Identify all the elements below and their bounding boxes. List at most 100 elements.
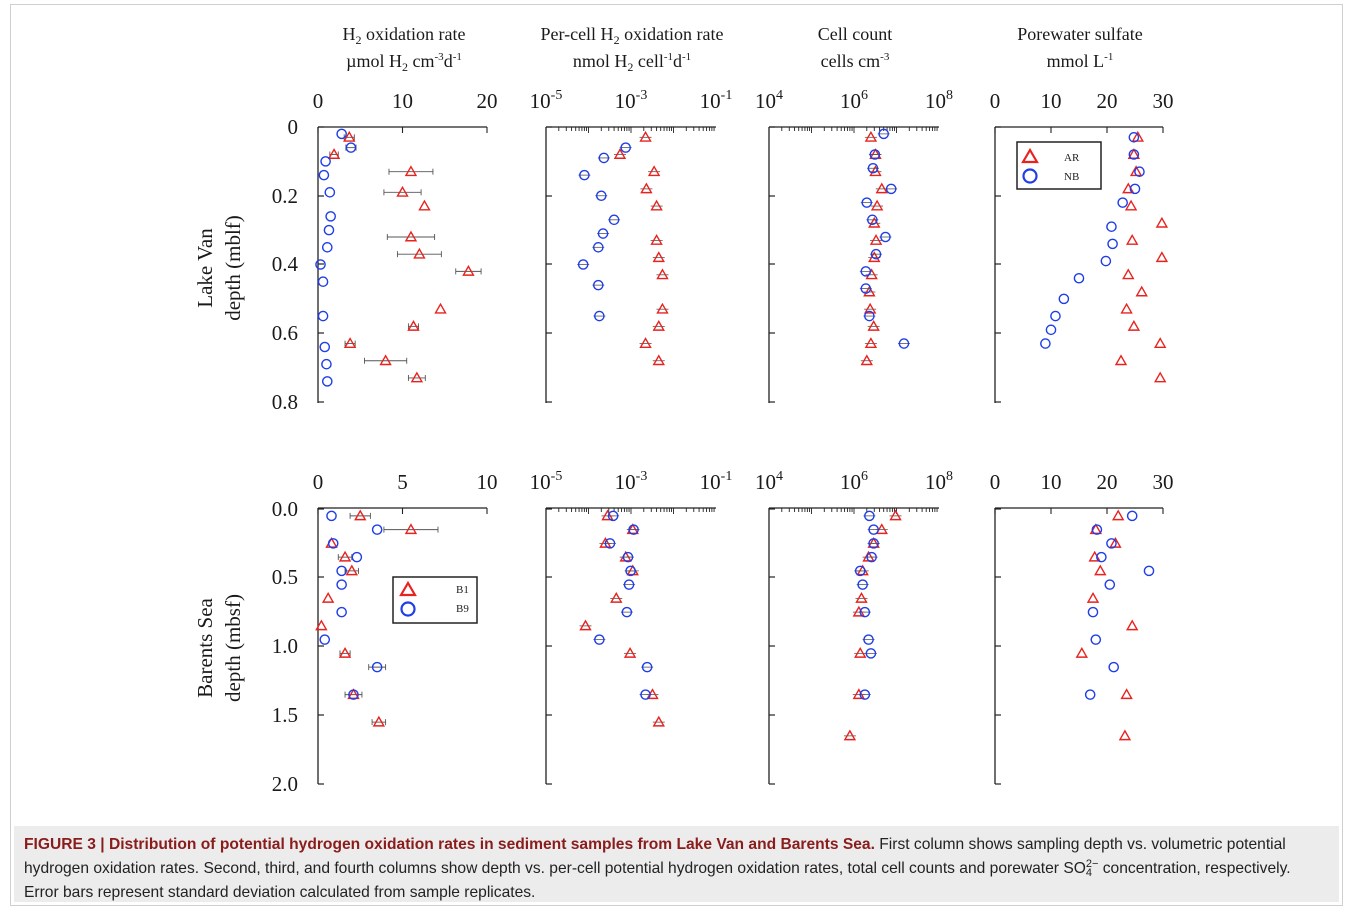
data-point-NB bbox=[1073, 272, 1085, 284]
data-point-AR bbox=[639, 337, 652, 349]
data-point-NB bbox=[592, 242, 604, 253]
data-point-AR bbox=[1153, 371, 1167, 383]
x-tick-label-bs-cells: 104 bbox=[755, 469, 783, 494]
data-point-NB bbox=[321, 376, 333, 387]
data-point-B1 bbox=[652, 715, 665, 727]
data-point-NB bbox=[1129, 183, 1141, 195]
legend-b9-label: B9 bbox=[456, 603, 469, 615]
col-title-percell-line1: Per-cell H2 oxidation rate bbox=[540, 24, 723, 47]
col-title-h2rate-line2: µmol H2 cm-3d-1 bbox=[346, 51, 462, 74]
data-point-AR bbox=[404, 165, 418, 177]
x-tick-label-bs-sulfate: 20 bbox=[1097, 470, 1118, 494]
data-point-B9 bbox=[641, 661, 653, 673]
col-title-sulfate-line2: mmol L-1 bbox=[1047, 51, 1114, 71]
data-point-B9 bbox=[621, 606, 633, 618]
data-point-B1 bbox=[626, 523, 639, 535]
data-point-B9 bbox=[371, 524, 383, 535]
data-point-B1 bbox=[1118, 729, 1132, 741]
data-point-B1 bbox=[347, 688, 360, 700]
y-tick-label-bs-h2rate: 1.5 bbox=[272, 703, 298, 727]
data-point-NB bbox=[598, 152, 610, 164]
data-point-AR bbox=[875, 182, 888, 194]
x-tick-label-bs-sulfate: 10 bbox=[1041, 470, 1062, 494]
data-point-NB bbox=[321, 242, 333, 253]
x-tick-label-lv-sulfate: 30 bbox=[1153, 89, 1174, 113]
x-tick-label-lv-sulfate: 20 bbox=[1097, 89, 1118, 113]
data-point-B9 bbox=[854, 565, 866, 577]
col-title-percell-line2: nmol H2 cell-1d-1 bbox=[573, 51, 691, 74]
data-point-B9 bbox=[319, 634, 331, 645]
data-point-B1 bbox=[372, 715, 386, 727]
data-point-AR bbox=[410, 371, 424, 383]
data-point-NB bbox=[577, 259, 589, 270]
data-point-B1 bbox=[623, 646, 637, 658]
data-point-AR bbox=[639, 130, 652, 142]
data-point-NB bbox=[1058, 293, 1070, 305]
data-point-NB bbox=[1107, 238, 1118, 250]
data-point-B1 bbox=[1094, 564, 1107, 576]
data-point-B9 bbox=[857, 579, 868, 590]
data-point-B1 bbox=[1089, 523, 1103, 535]
data-point-B1 bbox=[852, 688, 866, 700]
data-point-AR bbox=[864, 337, 878, 349]
data-point-B1 bbox=[404, 523, 418, 535]
data-point-NB bbox=[317, 310, 329, 322]
x-tick-label-bs-cells: 108 bbox=[925, 469, 953, 494]
data-point-B9 bbox=[604, 538, 616, 549]
x-tick-label-lv-percell: 10-1 bbox=[700, 88, 733, 113]
x-tick-label-bs-h2rate: 0 bbox=[313, 470, 324, 494]
data-point-B9 bbox=[594, 634, 605, 645]
data-point-AR bbox=[1124, 199, 1138, 211]
data-point-AR bbox=[864, 130, 878, 142]
data-point-NB bbox=[594, 310, 605, 322]
data-point-B9 bbox=[640, 689, 651, 700]
row-label-lake-van-line1: Lake Van bbox=[193, 228, 217, 308]
data-point-NB bbox=[1106, 221, 1117, 232]
data-point-B1 bbox=[315, 619, 328, 631]
data-point-B1 bbox=[889, 509, 902, 521]
data-point-AR bbox=[1114, 354, 1128, 366]
panel-lv-h2rate: 0 0.2 0.4 0.6 0.8 0 10 20 bbox=[272, 89, 498, 414]
data-point-AR bbox=[652, 319, 665, 331]
y-tick-label-bs-h2rate: 1.0 bbox=[272, 634, 298, 658]
data-point-NB bbox=[620, 142, 631, 153]
row-label-barents-line2: depth (mbsf) bbox=[221, 594, 245, 702]
data-point-NB bbox=[1045, 324, 1057, 336]
y-tick-label-bs-h2rate: 0.5 bbox=[272, 565, 298, 589]
data-point-B9 bbox=[1126, 510, 1138, 522]
data-point-AR bbox=[656, 268, 669, 280]
legend-b1-marker bbox=[399, 580, 417, 597]
data-point-B1 bbox=[843, 729, 857, 741]
data-point-NB bbox=[1134, 166, 1145, 177]
x-tick-label-lv-percell: 10-3 bbox=[615, 88, 648, 113]
data-point-AR bbox=[647, 165, 661, 177]
data-point-AR bbox=[869, 165, 882, 177]
data-point-B9 bbox=[859, 606, 871, 618]
data-point-B9 bbox=[859, 689, 871, 700]
data-point-B9 bbox=[628, 524, 639, 535]
x-tick-label-lv-cells: 106 bbox=[840, 88, 868, 113]
data-point-B9 bbox=[348, 689, 359, 700]
data-point-AR bbox=[343, 337, 357, 349]
y-tick-label-bs-h2rate: 0.0 bbox=[272, 497, 298, 521]
data-point-AR bbox=[1131, 130, 1145, 142]
data-point-NB bbox=[861, 197, 873, 208]
data-point-AR bbox=[379, 354, 392, 366]
data-point-AR bbox=[396, 185, 409, 197]
col-title-sulfate-line1: Porewater sulfate bbox=[1017, 24, 1142, 44]
data-point-AR bbox=[404, 230, 418, 242]
data-point-NB bbox=[592, 279, 604, 291]
x-tick-label-bs-sulfate: 30 bbox=[1153, 470, 1174, 494]
legend-nb-label: NB bbox=[1064, 171, 1079, 183]
data-point-NB bbox=[336, 128, 347, 140]
panel-bs-sulfate: 0 10 20 30 bbox=[990, 470, 1174, 785]
panel-lv-cells: 104 106 108 bbox=[755, 88, 953, 403]
x-tick-label-bs-sulfate: 0 bbox=[990, 470, 1001, 494]
row-label-barents-line1: Barents Sea bbox=[193, 597, 217, 697]
data-point-B1 bbox=[579, 619, 592, 631]
x-tick-label-bs-cells: 106 bbox=[840, 469, 868, 494]
data-point-B9 bbox=[625, 565, 636, 577]
data-point-B1 bbox=[855, 591, 868, 603]
data-point-NB bbox=[324, 187, 336, 198]
data-point-NB bbox=[608, 214, 620, 226]
